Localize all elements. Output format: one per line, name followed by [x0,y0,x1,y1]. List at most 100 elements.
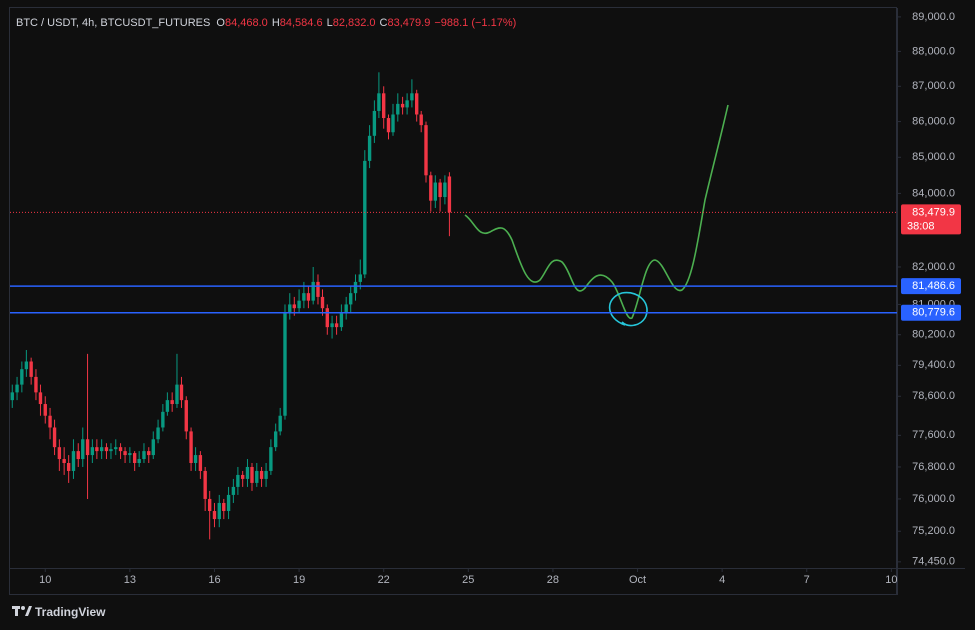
candle-body [24,361,29,370]
candle-body [358,274,362,282]
x-tick-label: 13 [124,574,136,586]
candle-body [203,470,207,499]
candle-body [255,470,259,483]
candle-body [71,451,76,471]
candle-body [288,304,292,312]
y-tick-label: 87,000.0 [912,80,955,92]
x-tick-label: 10 [885,574,897,586]
candle-body [250,466,254,483]
candle-body [447,176,452,213]
candle-body [273,431,278,448]
candle-body [95,447,99,452]
x-tick-label: Oct [629,574,646,586]
candle-body [377,93,381,111]
candle-body [367,135,372,161]
candle-body [410,93,414,101]
candle-body [38,392,43,405]
candle-body [104,447,109,452]
candle-body [320,296,325,309]
candle-body [147,451,151,456]
y-tick-label: 80,200.0 [912,329,955,341]
y-tick-label: 78,600.0 [912,390,955,402]
candle-body [132,453,137,464]
candle-body [43,404,47,416]
high-label: H [271,17,280,29]
candle-body [429,175,433,201]
countdown: 38:08 [907,220,935,232]
candle-body [10,392,14,401]
candle-body [334,323,339,328]
candle-body [269,447,273,471]
candle-body [52,427,57,448]
y-tick-label: 76,800.0 [912,461,955,473]
change: −988.1 (−1.17%) [434,17,517,29]
candle-body [90,447,95,456]
candle-body [57,447,62,460]
candle-body [207,498,212,512]
candle-body [137,459,141,464]
drawn-circle [608,291,648,327]
candle-body [278,415,282,432]
candle-body [292,304,296,309]
candle-body [316,281,320,297]
candle-body [236,474,240,487]
candle-body [245,466,250,479]
candle-body [405,100,409,108]
candle-body [179,384,184,401]
open-value: 84,468.0 [224,17,268,29]
candle-body [34,376,38,393]
candle-body [165,400,170,412]
price-tag [901,304,961,321]
candle-body [193,455,198,464]
y-tick-label: 75,200.0 [912,525,955,537]
x-tick-label: 7 [804,574,810,586]
y-tick-label: 85,000.0 [912,151,955,163]
candle-body [198,455,203,471]
candle-body [114,447,118,450]
x-tick-label: 19 [293,574,305,586]
candle-body [382,93,386,119]
price-tag-label: 81,486.6 [912,280,955,292]
candle-body [161,411,165,428]
brand-name: TradingView [35,605,106,619]
candle-body [66,463,71,471]
candle-body [217,502,221,520]
candle-body [99,447,104,452]
candle-body [62,459,66,464]
price-tag [901,278,961,295]
candle-body [438,182,442,198]
candle-body [353,281,358,294]
candle-body [297,300,301,309]
y-tick-label: 74,450.0 [912,556,955,568]
x-tick-label: 4 [719,574,725,586]
candle-body [349,293,353,305]
y-tick-label: 84,000.0 [912,187,955,199]
candle-body [424,125,428,176]
candle-body [118,447,123,452]
high-value: 84,584.6 [279,17,323,29]
candle-body [128,453,132,456]
candle-body [48,415,52,428]
candle-body [339,311,344,328]
x-tick-label: 16 [208,574,220,586]
candle-body [189,431,193,464]
candle-body [222,502,226,512]
price-tag-label: 80,779.6 [912,307,955,319]
candle-body [372,110,377,136]
y-tick-label: 76,000.0 [912,493,955,505]
brand-logo: TradingView [12,604,105,619]
candle-body [240,474,245,479]
candle-body [123,451,127,456]
candle-body [302,293,306,301]
candle-body [306,293,311,301]
x-tick-label: 22 [378,574,390,586]
y-tick-label: 88,000.0 [912,45,955,57]
low-label: L [326,17,333,29]
candle-body [226,494,231,512]
candle-body [142,451,146,460]
candle-body [29,361,33,377]
y-tick-label: 86,000.0 [912,115,955,127]
candle-body [259,470,264,479]
candle-body [20,369,24,385]
